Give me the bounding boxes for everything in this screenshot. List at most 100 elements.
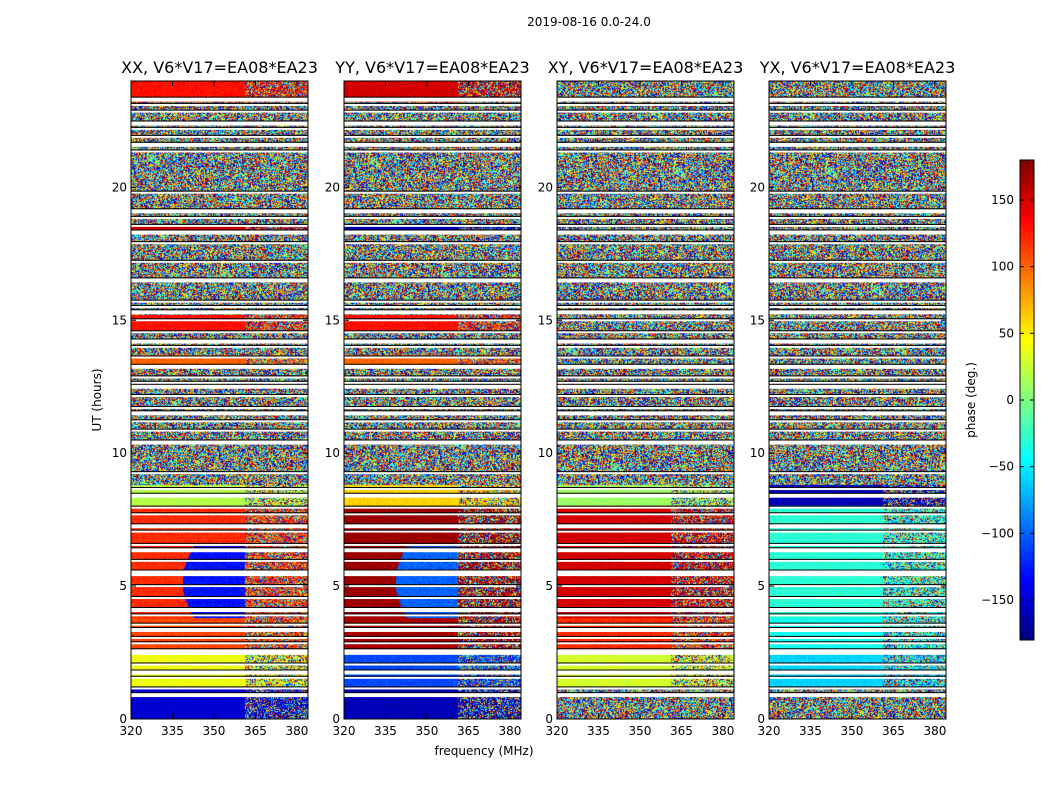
- flagged-gap: [131, 135, 308, 138]
- flagged-gap: [769, 472, 946, 475]
- phase-raster: [769, 81, 946, 719]
- flagged-gap: [131, 260, 308, 263]
- flagged-gap: [344, 224, 521, 227]
- flagged-gap: [131, 150, 308, 153]
- flagged-gap: [769, 543, 946, 546]
- x-tick-label: 320: [333, 724, 356, 738]
- flagged-gap: [344, 513, 521, 516]
- y-tick-label: 0: [545, 712, 553, 726]
- x-tick-label: 380: [498, 724, 521, 738]
- y-tick-label: 15: [325, 313, 340, 327]
- colorbar: −150 −100 −50 0 50 100 150 phase (deg.): [964, 159, 1035, 641]
- flagged-gap: [557, 224, 734, 227]
- flagged-gap: [557, 305, 734, 308]
- flagged-gap: [344, 135, 521, 138]
- x-tick-label: 350: [203, 724, 226, 738]
- flagged-gap: [769, 345, 946, 348]
- y-tick-label: 15: [112, 313, 127, 327]
- flagged-gap: [557, 488, 734, 491]
- panel-title: YX, V6*V17=EA08*EA23: [759, 58, 956, 77]
- flagged-gap: [344, 440, 521, 445]
- flagged-gap: [557, 636, 734, 639]
- flagged-gap: [344, 663, 521, 666]
- flagged-gap: [769, 376, 946, 379]
- flagged-gap: [344, 488, 521, 491]
- x-axis-label: frequency (MHz): [434, 744, 533, 758]
- flagged-gap: [557, 339, 734, 344]
- x-tick-label: 380: [285, 724, 308, 738]
- flagged-gap: [769, 559, 946, 562]
- flagged-gap: [344, 627, 521, 632]
- flagged-gap: [344, 506, 521, 509]
- flagged-gap: [131, 614, 308, 617]
- flagged-gap: [131, 376, 308, 379]
- x-tick-label: 365: [457, 724, 480, 738]
- phase-raster: [344, 81, 521, 719]
- y-tick-label: 15: [750, 313, 765, 327]
- flagged-gap: [769, 395, 946, 398]
- y-tick-label: 0: [757, 712, 765, 726]
- flagged-gap: [344, 103, 521, 106]
- flagged-gap: [769, 572, 946, 577]
- flagged-gap: [131, 663, 308, 666]
- y-tick-label: 10: [325, 446, 340, 460]
- flagged-gap: [769, 300, 946, 303]
- flagged-gap: [344, 216, 521, 219]
- flagged-gap: [557, 121, 734, 126]
- flagged-gap: [131, 331, 308, 334]
- flagged-gap: [344, 356, 521, 359]
- flagged-gap: [131, 670, 308, 675]
- flagged-gap: [769, 135, 946, 138]
- flagged-gap: [344, 420, 521, 423]
- flagged-gap: [557, 649, 734, 654]
- flagged-gap: [769, 652, 946, 655]
- flagged-gap: [344, 676, 521, 679]
- x-tick-label: 380: [923, 724, 946, 738]
- phase-raster: [557, 81, 734, 719]
- flagged-gap: [769, 127, 946, 130]
- x-tick-label: 350: [841, 724, 864, 738]
- flagged-gap: [557, 97, 734, 102]
- flagged-gap: [131, 649, 308, 654]
- flagged-gap: [557, 395, 734, 398]
- flagged-gap: [557, 150, 734, 153]
- flagged-gap: [557, 356, 734, 359]
- panel-frame: [768, 80, 947, 720]
- y-tick-label: 10: [750, 446, 765, 460]
- flagged-gap: [131, 543, 308, 546]
- flagged-gap: [344, 687, 521, 690]
- flagged-gap: [769, 608, 946, 613]
- flagged-gap: [769, 670, 946, 675]
- flagged-gap: [769, 614, 946, 617]
- flagged-gap: [344, 636, 521, 639]
- flagged-gap: [344, 110, 521, 113]
- colorbar-tick-label: −150: [981, 593, 1014, 607]
- flagged-gap: [769, 381, 946, 384]
- flagged-gap: [344, 376, 521, 379]
- flagged-gap: [344, 597, 521, 600]
- flagged-gap: [557, 142, 734, 147]
- flagged-gap: [131, 142, 308, 147]
- panel-frame: [343, 80, 522, 720]
- flagged-gap: [557, 570, 734, 573]
- flagged-gap: [769, 627, 946, 632]
- flagged-gap: [344, 305, 521, 308]
- flagged-gap: [557, 406, 734, 409]
- flagged-gap: [131, 570, 308, 573]
- flagged-gap: [344, 345, 521, 348]
- flagged-gap: [769, 97, 946, 102]
- flagged-gap: [344, 649, 521, 654]
- flagged-gap: [131, 406, 308, 409]
- flagged-gap: [344, 559, 521, 562]
- flagged-gap: [131, 559, 308, 562]
- flagged-gap: [557, 319, 734, 322]
- flagged-gap: [131, 209, 308, 214]
- flagged-gap: [344, 524, 521, 529]
- flagged-gap: [131, 488, 308, 491]
- flagged-gap: [557, 110, 734, 113]
- flagged-gap: [557, 364, 734, 369]
- flagged-gap: [131, 585, 308, 588]
- flagged-gap: [557, 608, 734, 613]
- flagged-gap: [344, 150, 521, 153]
